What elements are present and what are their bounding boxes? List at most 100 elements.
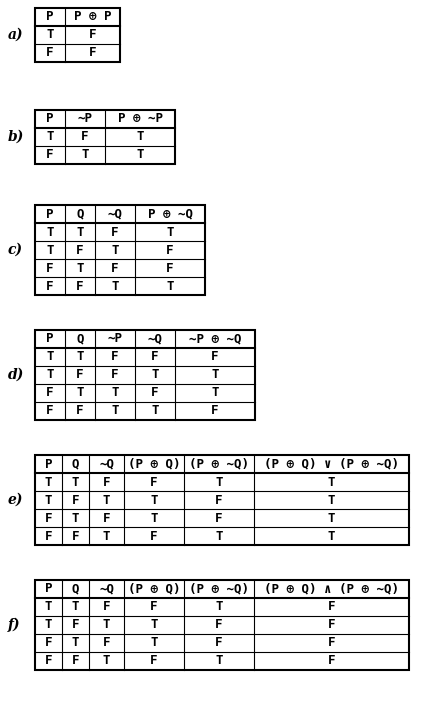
Text: T: T	[81, 148, 89, 162]
Text: F: F	[72, 530, 79, 542]
Text: P: P	[46, 113, 54, 125]
Text: ~P: ~P	[108, 333, 122, 345]
Text: F: F	[45, 637, 52, 649]
Text: T: T	[151, 369, 159, 381]
Text: (P ⊕ ~Q): (P ⊕ ~Q)	[189, 583, 249, 596]
Text: Q: Q	[76, 208, 84, 220]
Text: d): d)	[8, 368, 24, 382]
Text: F: F	[111, 369, 119, 381]
Text: F: F	[211, 405, 219, 418]
Text: T: T	[46, 350, 54, 364]
Text: Q: Q	[72, 583, 79, 596]
Text: F: F	[103, 601, 110, 613]
Text: F: F	[89, 28, 96, 42]
Text: T: T	[103, 530, 110, 542]
Text: F: F	[72, 493, 79, 506]
Text: F: F	[215, 493, 223, 506]
Text: T: T	[46, 369, 54, 381]
Text: F: F	[45, 511, 52, 525]
Text: T: T	[103, 493, 110, 506]
Text: T: T	[45, 476, 52, 489]
Text: T: T	[151, 405, 159, 418]
Text: a): a)	[8, 28, 24, 42]
Bar	[35, 8, 120, 62]
Text: F: F	[89, 47, 96, 60]
Text: P: P	[46, 333, 54, 345]
Text: F: F	[72, 618, 79, 632]
Text: f): f)	[8, 618, 20, 632]
Text: F: F	[150, 530, 158, 542]
Text: F: F	[45, 654, 52, 667]
Text: F: F	[211, 350, 219, 364]
Text: (P ⊕ ~Q): (P ⊕ ~Q)	[189, 457, 249, 471]
Text: e): e)	[8, 493, 24, 507]
Text: F: F	[328, 601, 335, 613]
Text: ~P: ~P	[77, 113, 93, 125]
Text: T: T	[215, 654, 223, 667]
Text: F: F	[76, 279, 84, 293]
Text: F: F	[151, 350, 159, 364]
Text: P ⊕ ~Q: P ⊕ ~Q	[147, 208, 193, 220]
Text: ~P ⊕ ~Q: ~P ⊕ ~Q	[189, 333, 241, 345]
Text: T: T	[111, 243, 119, 257]
Text: P: P	[45, 457, 52, 471]
Text: F: F	[103, 476, 110, 489]
Text: P: P	[45, 583, 52, 596]
Text: T: T	[166, 279, 174, 293]
Text: T: T	[150, 637, 158, 649]
Text: F: F	[150, 601, 158, 613]
Text: T: T	[136, 148, 144, 162]
Text: T: T	[46, 243, 54, 257]
Text: F: F	[45, 530, 52, 542]
Text: T: T	[45, 601, 52, 613]
Bar	[35, 580, 409, 670]
Text: T: T	[76, 225, 84, 238]
Text: F: F	[76, 405, 84, 418]
Text: T: T	[150, 493, 158, 506]
Text: T: T	[45, 493, 52, 506]
Text: F: F	[328, 618, 335, 632]
Text: F: F	[76, 243, 84, 257]
Text: T: T	[136, 130, 144, 143]
Text: Q: Q	[76, 333, 84, 345]
Text: T: T	[150, 618, 158, 632]
Text: F: F	[150, 654, 158, 667]
Text: T: T	[72, 601, 79, 613]
Text: F: F	[46, 148, 54, 162]
Text: ~Q: ~Q	[147, 333, 162, 345]
Text: T: T	[76, 262, 84, 274]
Text: F: F	[328, 654, 335, 667]
Text: T: T	[215, 601, 223, 613]
Text: T: T	[111, 405, 119, 418]
Text: F: F	[328, 637, 335, 649]
Text: b): b)	[8, 130, 24, 144]
Text: ~Q: ~Q	[99, 457, 114, 471]
Text: F: F	[72, 654, 79, 667]
Text: T: T	[46, 130, 54, 143]
Text: F: F	[46, 262, 54, 274]
Text: Q: Q	[72, 457, 79, 471]
Text: T: T	[150, 511, 158, 525]
Bar	[35, 455, 409, 545]
Text: ~Q: ~Q	[108, 208, 122, 220]
Text: (P ⊕ Q): (P ⊕ Q)	[128, 583, 180, 596]
Text: F: F	[46, 47, 54, 60]
Text: F: F	[111, 262, 119, 274]
Text: F: F	[103, 637, 110, 649]
Text: T: T	[211, 386, 219, 399]
Text: T: T	[76, 350, 84, 364]
Text: F: F	[166, 262, 174, 274]
Bar	[35, 330, 255, 420]
Text: F: F	[215, 511, 223, 525]
Text: T: T	[76, 386, 84, 399]
Text: T: T	[45, 618, 52, 632]
Text: T: T	[328, 493, 335, 506]
Text: P: P	[46, 208, 54, 220]
Text: ~Q: ~Q	[99, 583, 114, 596]
Text: T: T	[72, 511, 79, 525]
Text: F: F	[46, 405, 54, 418]
Text: (P ⊕ Q): (P ⊕ Q)	[128, 457, 180, 471]
Text: T: T	[328, 511, 335, 525]
Text: (P ⊕ Q) ∨ (P ⊕ ~Q): (P ⊕ Q) ∨ (P ⊕ ~Q)	[264, 457, 399, 471]
Text: (P ⊕ Q) ∧ (P ⊕ ~Q): (P ⊕ Q) ∧ (P ⊕ ~Q)	[264, 583, 399, 596]
